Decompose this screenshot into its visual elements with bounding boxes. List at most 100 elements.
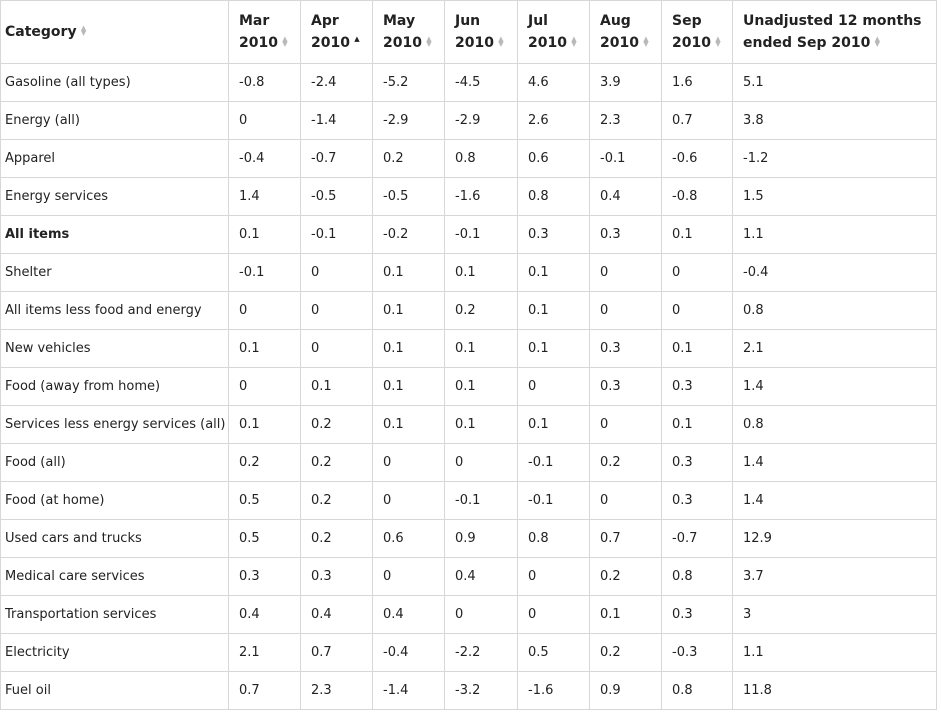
- value-cell: -4.5: [444, 63, 518, 102]
- value-cell: -0.4: [732, 253, 937, 292]
- value-cell: -1.6: [444, 177, 518, 216]
- sort-icon[interactable]: ▲ ▼: [80, 24, 87, 37]
- table-row: Food (all) 0.2 0.2 0 0 -0.1 0.2 0.3 1.4: [0, 443, 937, 482]
- category-cell: Electricity: [0, 633, 229, 672]
- value-cell: -1.4: [300, 101, 373, 140]
- value-cell: 0.1: [300, 367, 373, 406]
- column-header-unadjusted-12-months[interactable]: Unadjusted 12 months ended Sep 2010 ▲ ▼: [732, 0, 937, 64]
- value-cell: -0.1: [444, 481, 518, 520]
- value-cell: 0: [517, 367, 590, 406]
- table-header: Category▲▼Mar2010▲▼Apr2010▲▼May2010▲▼Jun…: [0, 0, 937, 64]
- value-cell: 0: [372, 481, 445, 520]
- table-row: All items less food and energy 0 0 0.1 0.2 0.…: [0, 291, 937, 330]
- value-cell: 0.1: [517, 329, 590, 368]
- value-cell: -2.4: [300, 63, 373, 102]
- sort-icon[interactable]: ▲ ▼: [498, 35, 504, 48]
- value-cell: 0: [589, 481, 662, 520]
- table-row: Services less energy services (all) 0.1 0.…: [0, 405, 937, 444]
- value-cell: 3.9: [589, 63, 662, 102]
- value-cell: 1.4: [732, 367, 937, 406]
- value-cell: 0.5: [517, 633, 590, 672]
- column-header-label: Jul: [528, 13, 548, 29]
- value-cell: 0.7: [589, 519, 662, 558]
- value-cell: 0.7: [300, 633, 373, 672]
- column-header-label-line2: ended Sep 2010: [743, 35, 871, 51]
- value-cell: 0.1: [228, 215, 301, 254]
- value-cell: -0.5: [300, 177, 373, 216]
- value-cell: 0.5: [228, 519, 301, 558]
- table-row: Electricity 2.1 0.7 -0.4 -2.2 0.5 0.2 -0.3 1.1: [0, 633, 937, 672]
- category-cell: All items: [0, 215, 229, 254]
- value-cell: 0.8: [661, 671, 733, 710]
- column-header-may[interactable]: May 2010 ▲ ▼: [372, 0, 445, 64]
- sort-icon[interactable]: ▲ ▼: [571, 35, 577, 48]
- value-cell: -0.1: [589, 139, 662, 178]
- sort-icon[interactable]: ▲ ▼: [874, 35, 880, 48]
- sort-ascending-icon[interactable]: ▲▼: [354, 35, 360, 43]
- column-header-category[interactable]: Category ▲ ▼: [0, 0, 229, 64]
- category-cell: Medical care services: [0, 557, 229, 596]
- sort-icon[interactable]: ▲ ▼: [426, 35, 432, 48]
- value-cell: 0.3: [517, 215, 590, 254]
- table-row: Gasoline (all types) -0.8 -2.4 -5.2 -4.5 4.6 3…: [0, 63, 937, 102]
- value-cell: -0.2: [372, 215, 445, 254]
- column-header-label: Apr: [311, 13, 339, 29]
- column-header-label-line2: 2010: [528, 35, 567, 51]
- value-cell: 1.1: [732, 633, 937, 672]
- value-cell: 0.8: [517, 519, 590, 558]
- column-header-jul[interactable]: Jul 2010 ▲ ▼: [517, 0, 590, 64]
- column-header-label: May: [383, 13, 416, 29]
- column-header-apr[interactable]: Apr 2010 ▲▼: [300, 0, 373, 64]
- value-cell: 3.7: [732, 557, 937, 596]
- value-cell: -0.4: [228, 139, 301, 178]
- sort-icon[interactable]: ▲ ▼: [282, 35, 288, 48]
- value-cell: -5.2: [372, 63, 445, 102]
- category-cell: Apparel: [0, 139, 229, 178]
- value-cell: 0.8: [732, 405, 937, 444]
- value-cell: 12.9: [732, 519, 937, 558]
- table-row: All items 0.1 -0.1 -0.2 -0.1 0.3 0.3 0.1 1.1: [0, 215, 937, 254]
- value-cell: 11.8: [732, 671, 937, 710]
- sort-icon[interactable]: ▲ ▼: [643, 35, 649, 48]
- category-cell: Shelter: [0, 253, 229, 292]
- value-cell: 0.3: [661, 595, 733, 634]
- value-cell: 4.6: [517, 63, 590, 102]
- column-header-label-line2: 2010: [600, 35, 639, 51]
- value-cell: 0: [444, 595, 518, 634]
- value-cell: 0.4: [444, 557, 518, 596]
- sort-icon[interactable]: ▲ ▼: [715, 35, 721, 48]
- value-cell: 1.4: [732, 481, 937, 520]
- value-cell: 0: [372, 557, 445, 596]
- column-header-label: Jun: [455, 13, 481, 29]
- value-cell: -1.4: [372, 671, 445, 710]
- value-cell: -1.2: [732, 139, 937, 178]
- value-cell: 1.6: [661, 63, 733, 102]
- category-cell: Energy (all): [0, 101, 229, 140]
- value-cell: 0.8: [517, 177, 590, 216]
- value-cell: 0.6: [372, 519, 445, 558]
- column-header-label: Mar: [239, 13, 270, 29]
- column-header-line2: 2010 ▲▼: [600, 32, 661, 54]
- value-cell: 0.1: [589, 595, 662, 634]
- value-cell: -0.6: [661, 139, 733, 178]
- value-cell: 0.8: [661, 557, 733, 596]
- column-header-aug[interactable]: Aug 2010 ▲ ▼: [589, 0, 662, 64]
- value-cell: 0.1: [228, 405, 301, 444]
- table-row: Shelter -0.1 0 0.1 0.1 0.1 0 0 -0.4: [0, 253, 937, 292]
- value-cell: -0.1: [517, 443, 590, 482]
- column-header-mar[interactable]: Mar 2010 ▲ ▼: [228, 0, 301, 64]
- value-cell: 0.4: [300, 595, 373, 634]
- category-cell: Food (at home): [0, 481, 229, 520]
- column-header-jun[interactable]: Jun 2010 ▲ ▼: [444, 0, 518, 64]
- value-cell: 0.1: [228, 329, 301, 368]
- column-header-label-line2: 2010: [672, 35, 711, 51]
- value-cell: 0: [661, 253, 733, 292]
- column-header-label: Unadjusted 12 months: [743, 13, 922, 29]
- table-row: Energy services 1.4 -0.5 -0.5 -1.6 0.8 0.4 -0.8…: [0, 177, 937, 216]
- table-row: New vehicles 0.1 0 0.1 0.1 0.1 0.3 0.1 2.1: [0, 329, 937, 368]
- value-cell: 0.2: [372, 139, 445, 178]
- value-cell: -2.2: [444, 633, 518, 672]
- value-cell: 0.7: [228, 671, 301, 710]
- column-header-sep[interactable]: Sep 2010 ▲ ▼: [661, 0, 733, 64]
